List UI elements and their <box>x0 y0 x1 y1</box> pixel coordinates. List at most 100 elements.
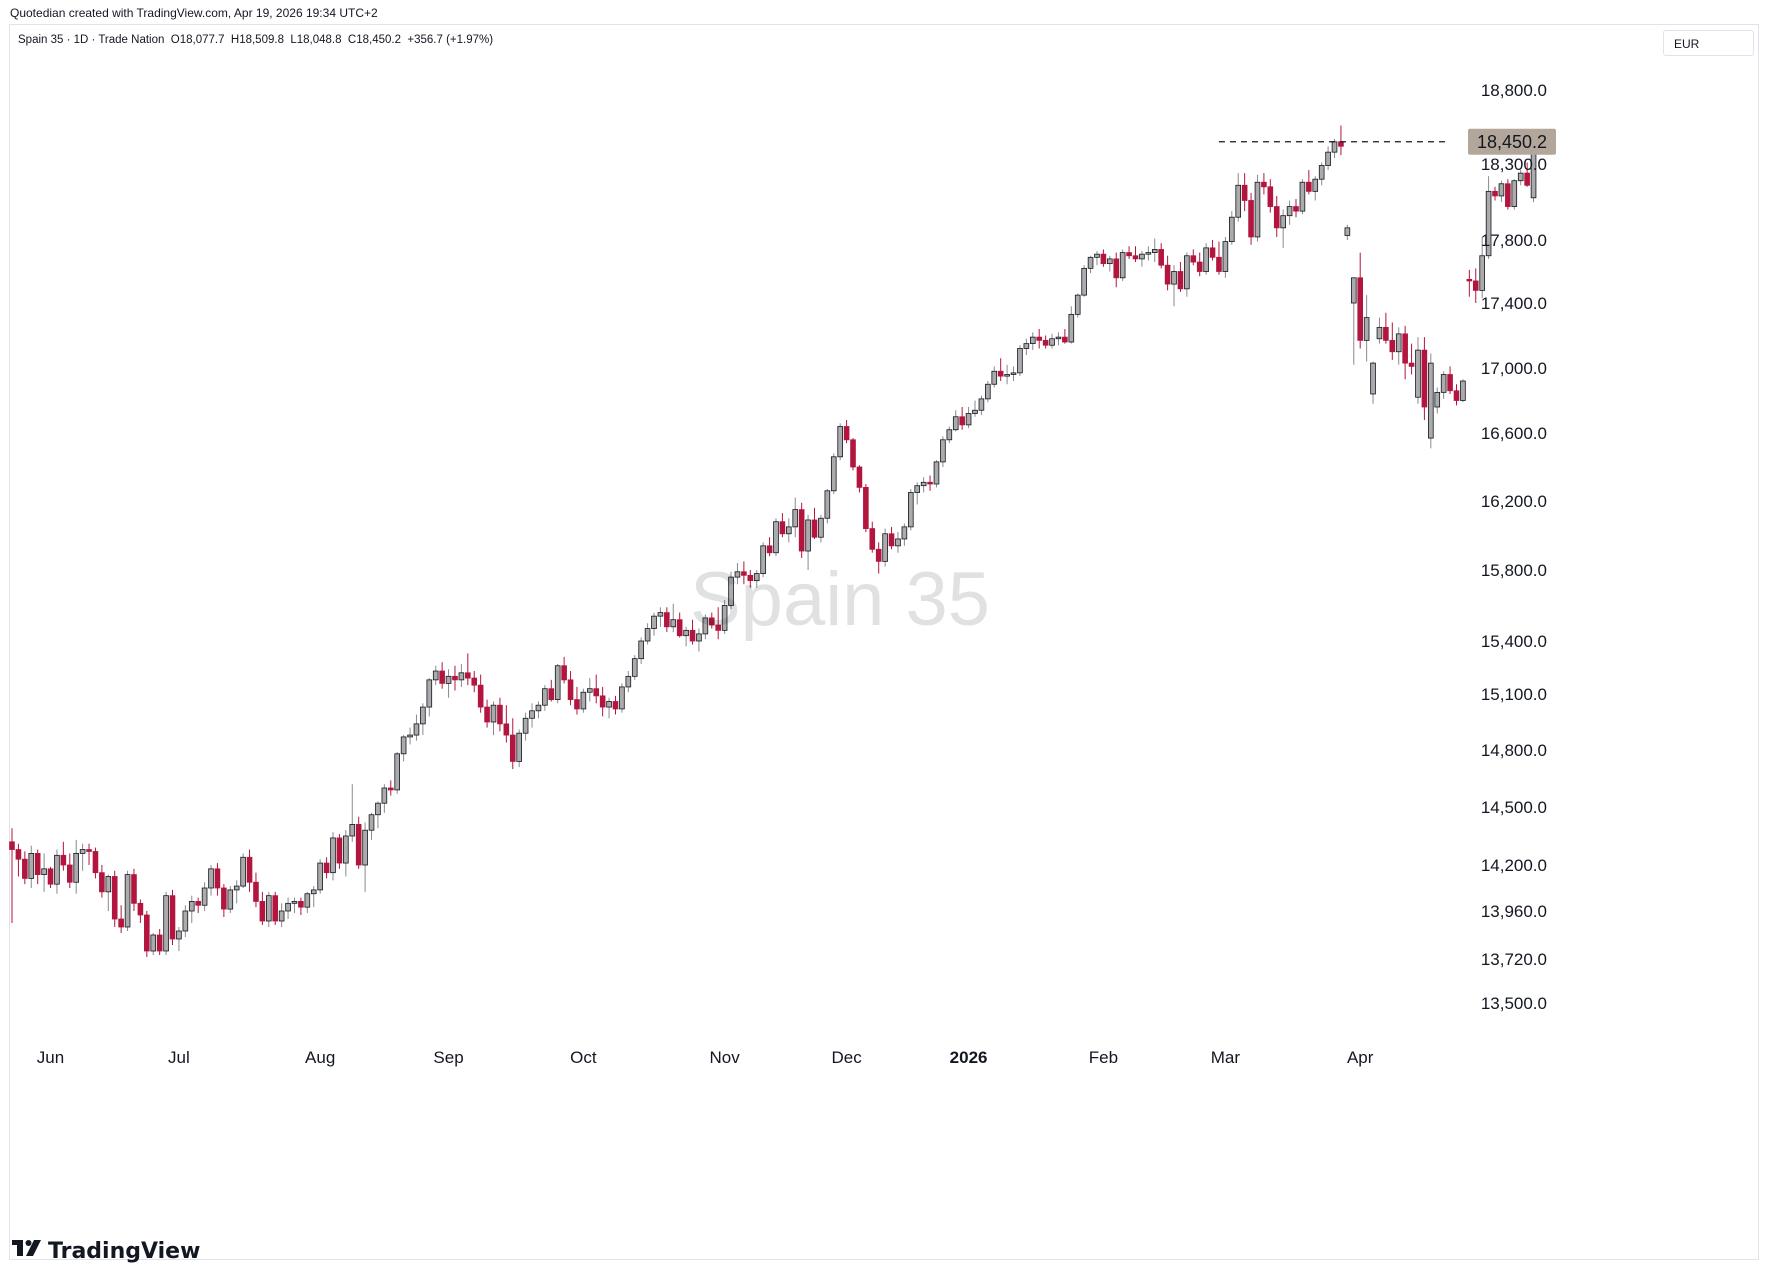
candle-body[interactable] <box>1408 362 1415 367</box>
candle-body[interactable] <box>1511 180 1518 207</box>
candle-body[interactable] <box>1216 256 1222 272</box>
candle-body[interactable] <box>1453 390 1460 401</box>
candle-body[interactable] <box>1036 336 1043 341</box>
candle-body[interactable] <box>1126 252 1132 257</box>
candle-body[interactable] <box>542 688 548 706</box>
candle-body[interactable] <box>330 837 336 874</box>
candle-body[interactable] <box>863 486 869 529</box>
candle-body[interactable] <box>1286 206 1293 217</box>
candle-body[interactable] <box>291 901 298 904</box>
candle-body[interactable] <box>1492 190 1498 197</box>
candle-body[interactable] <box>1119 252 1126 279</box>
candle-body[interactable] <box>28 853 35 879</box>
candle-body[interactable] <box>708 617 715 626</box>
candle-body[interactable] <box>54 854 60 885</box>
candle-body[interactable] <box>452 675 458 681</box>
candle-body[interactable] <box>1068 313 1075 343</box>
candle-body[interactable] <box>1318 165 1325 180</box>
candle-body[interactable] <box>580 691 587 710</box>
candle-body[interactable] <box>1434 391 1441 408</box>
candle-body[interactable] <box>869 528 876 550</box>
candle-body[interactable] <box>1376 326 1383 340</box>
candle-body[interactable] <box>278 910 285 922</box>
candle-body[interactable] <box>535 704 542 712</box>
candle-body[interactable] <box>1145 252 1152 255</box>
candle-body[interactable] <box>1158 249 1164 266</box>
candle-body[interactable] <box>850 439 856 468</box>
candle-body[interactable] <box>1081 267 1087 296</box>
candle-body[interactable] <box>60 854 67 866</box>
candle-body[interactable] <box>631 658 638 677</box>
candle-body[interactable] <box>413 723 420 736</box>
candle-body[interactable] <box>105 876 112 893</box>
candle-body[interactable] <box>79 849 86 854</box>
candle-body[interactable] <box>978 398 985 411</box>
candle-body[interactable] <box>792 509 799 528</box>
candle-body[interactable] <box>1293 206 1299 212</box>
candle-body[interactable] <box>1196 261 1203 272</box>
candle-body[interactable] <box>1338 141 1344 147</box>
candle-body[interactable] <box>387 787 394 791</box>
candle-body[interactable] <box>1164 264 1171 285</box>
candle-body[interactable] <box>9 841 15 850</box>
candle-body[interactable] <box>1023 343 1030 349</box>
candle-body[interactable] <box>124 874 131 928</box>
candle-body[interactable] <box>696 633 702 642</box>
candle-body[interactable] <box>336 837 343 864</box>
candle-body[interactable] <box>355 824 362 866</box>
candle-body[interactable] <box>246 856 253 883</box>
candle-body[interactable] <box>426 679 433 708</box>
candle-body[interactable] <box>997 370 1004 377</box>
candle-body[interactable] <box>201 887 208 906</box>
candle-body[interactable] <box>901 526 908 540</box>
candle-body[interactable] <box>1049 338 1055 346</box>
candle-body[interactable] <box>1248 200 1254 238</box>
candle-body[interactable] <box>1100 253 1107 265</box>
candle-body[interactable] <box>657 612 664 617</box>
candle-body[interactable] <box>1460 380 1466 401</box>
candle-body[interactable] <box>991 370 998 385</box>
candle-body[interactable] <box>1389 339 1396 353</box>
candle-body[interactable] <box>1209 247 1216 258</box>
candle-body[interactable] <box>606 701 612 708</box>
candle-body[interactable] <box>169 895 176 940</box>
candle-body[interactable] <box>188 901 195 912</box>
candle-body[interactable] <box>985 383 991 400</box>
candle-body[interactable] <box>882 533 888 562</box>
candle-body[interactable] <box>728 576 734 606</box>
candle-body[interactable] <box>773 521 779 554</box>
candle-body[interactable] <box>111 876 118 920</box>
candle-body[interactable] <box>952 416 959 431</box>
candle-body[interactable] <box>702 617 709 635</box>
candle-body[interactable] <box>1428 362 1434 439</box>
candle-body[interactable] <box>272 895 279 922</box>
candle-body[interactable] <box>843 426 850 441</box>
candle-body[interactable] <box>1261 181 1267 188</box>
candle-body[interactable] <box>259 901 266 922</box>
tradingview-logo[interactable]: TradingView <box>12 1238 200 1264</box>
candle-body[interactable] <box>1177 271 1184 290</box>
candle-body[interactable] <box>1010 372 1017 375</box>
candle-body[interactable] <box>1472 280 1479 291</box>
candle-body[interactable] <box>465 672 471 679</box>
candle-body[interactable] <box>516 732 522 762</box>
candle-body[interactable] <box>818 517 824 538</box>
candle-body[interactable] <box>420 706 426 725</box>
candle-body[interactable] <box>298 901 304 908</box>
candle-body[interactable] <box>304 893 311 908</box>
candle-body[interactable] <box>182 910 189 932</box>
candle-body[interactable] <box>1139 253 1145 260</box>
candle-body[interactable] <box>683 629 689 637</box>
candle-body[interactable] <box>227 889 234 910</box>
candle-body[interactable] <box>715 624 721 631</box>
candle-body[interactable] <box>66 864 73 883</box>
candle-body[interactable] <box>1017 348 1023 374</box>
candle-body[interactable] <box>253 881 259 902</box>
candle-body[interactable] <box>343 835 349 864</box>
candle-body[interactable] <box>1229 216 1235 242</box>
candle-body[interactable] <box>1235 184 1242 218</box>
candle-body[interactable] <box>599 695 606 708</box>
candle-body[interactable] <box>786 526 792 535</box>
candle-body[interactable] <box>1267 186 1274 207</box>
